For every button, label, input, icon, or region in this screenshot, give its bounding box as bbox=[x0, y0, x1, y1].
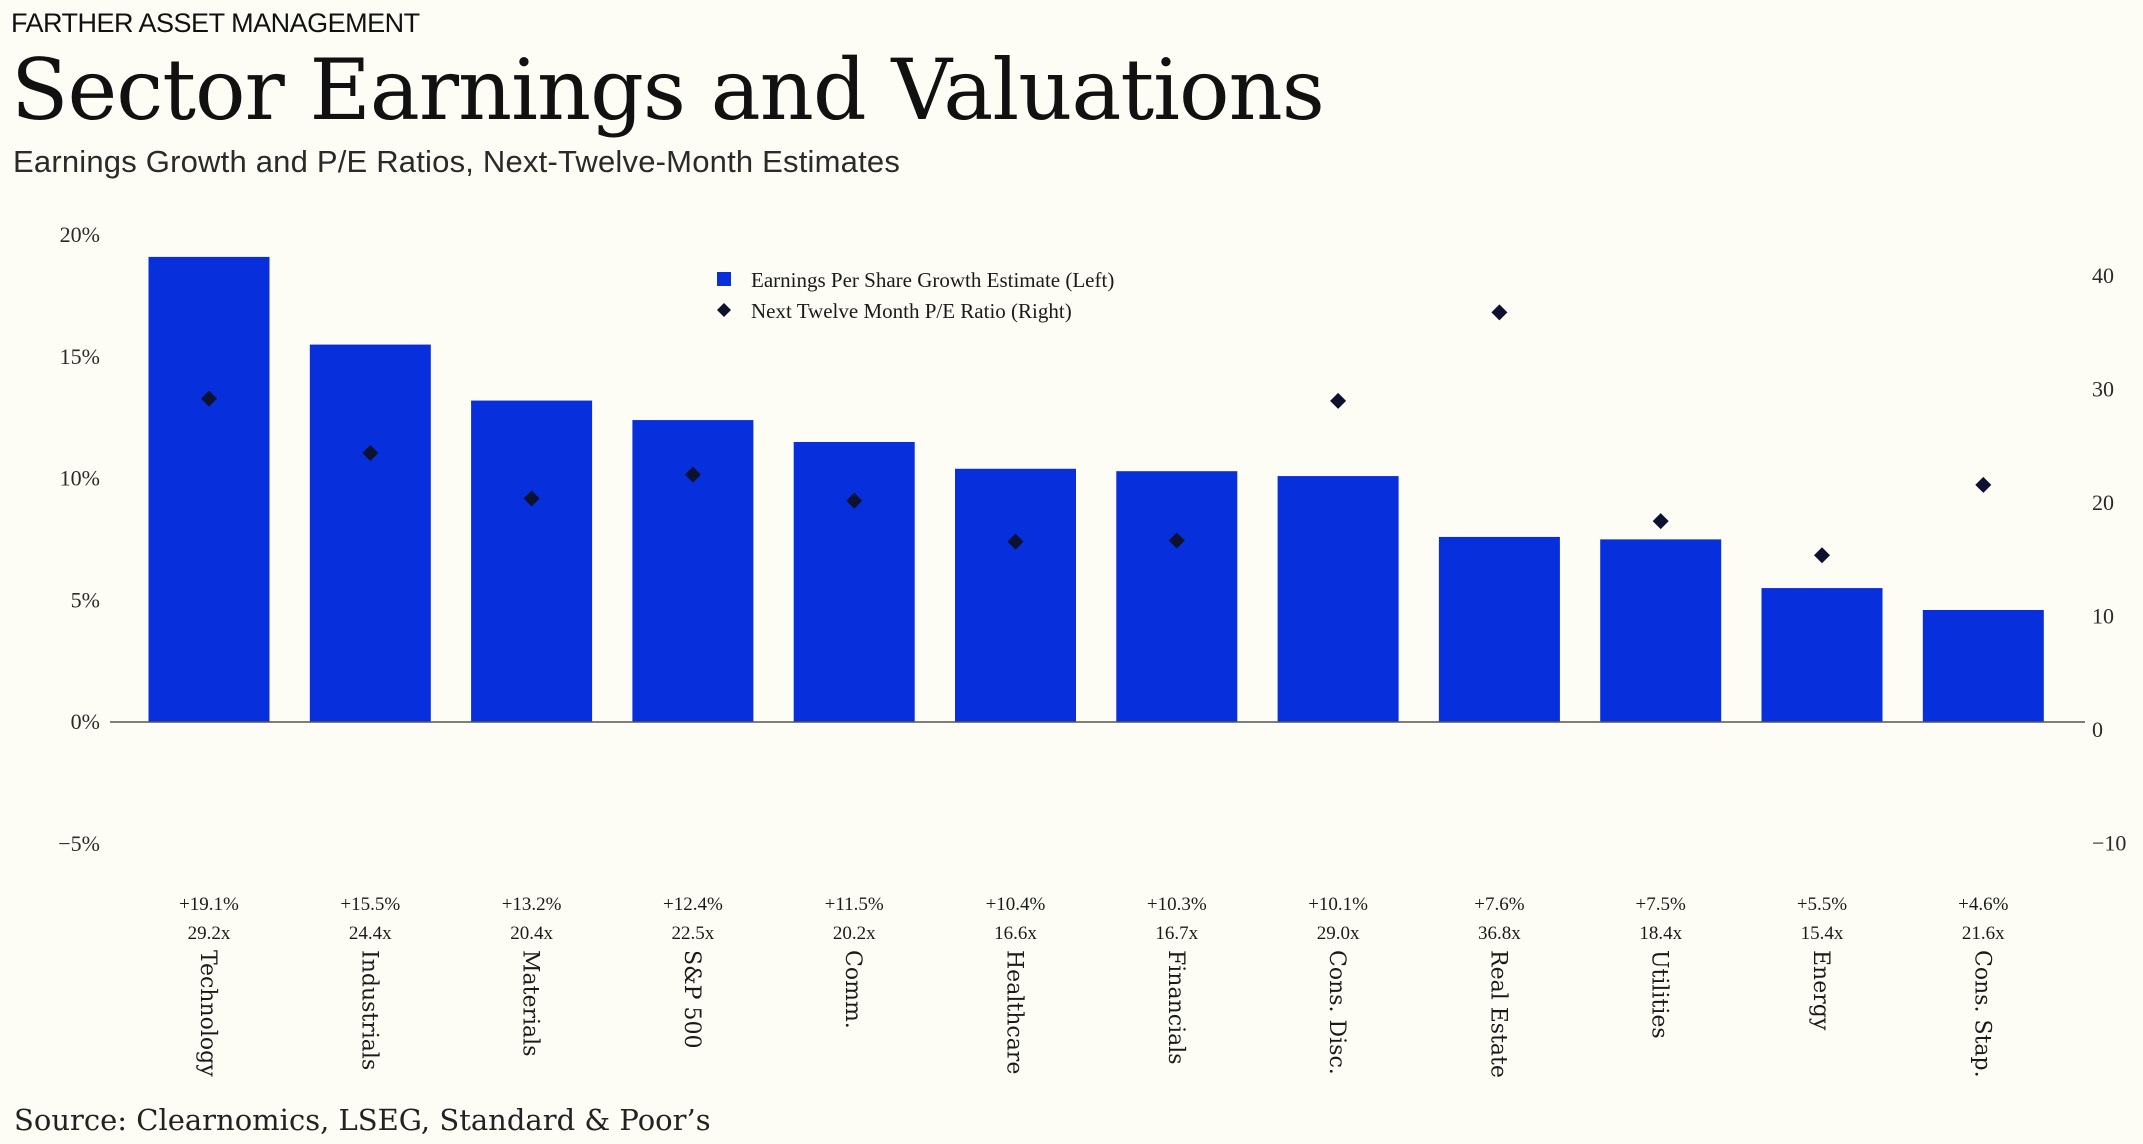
bar-eps-growth bbox=[632, 420, 754, 722]
pe-data-label: 15.4x bbox=[1801, 923, 1844, 944]
y-right-tick-label: 40 bbox=[2092, 263, 2114, 288]
growth-data-label: +7.6% bbox=[1474, 894, 1524, 915]
pe-data-label: 21.6x bbox=[1962, 923, 2005, 944]
bar-eps-growth bbox=[471, 400, 593, 722]
sector-chart: 20% 15% 10% 5% 0% −5% 40 30 20 10 0 −10 +19.1% 29.2x T… bbox=[58, 222, 2126, 1078]
growth-data-label: +10.3% bbox=[1147, 894, 1207, 915]
category-label: Energy bbox=[1808, 950, 1833, 1031]
pe-data-label: 16.6x bbox=[994, 923, 1037, 944]
pe-ratio-marker bbox=[1491, 304, 1508, 321]
legend-label-pe: Next Twelve Month P/E Ratio (Right) bbox=[751, 299, 1072, 323]
category-label: Financials bbox=[1163, 950, 1188, 1065]
bar-eps-growth bbox=[955, 468, 1076, 722]
bar-eps-growth bbox=[1761, 588, 1883, 722]
growth-data-label: +5.5% bbox=[1797, 894, 1847, 915]
category-label: Utilities bbox=[1647, 950, 1672, 1039]
pe-data-label: 22.5x bbox=[672, 923, 715, 944]
legend-swatch-marker bbox=[717, 303, 731, 317]
growth-data-label: +4.6% bbox=[1958, 894, 2008, 915]
pe-ratio-marker bbox=[1330, 392, 1347, 409]
category-label: Real Estate bbox=[1485, 950, 1510, 1078]
category-label: Technology bbox=[195, 950, 220, 1077]
pe-data-label: 36.8x bbox=[1478, 923, 1521, 944]
legend-swatch-bar bbox=[717, 272, 731, 286]
y-left-tick-label: 10% bbox=[60, 466, 100, 491]
growth-data-label: +15.5% bbox=[340, 894, 400, 915]
page-title: Sector Earnings and Valuations bbox=[11, 41, 1325, 139]
growth-data-label: +10.1% bbox=[1308, 894, 1368, 915]
bar-eps-growth bbox=[309, 344, 431, 722]
bar-eps-growth bbox=[148, 256, 270, 722]
bar-eps-growth bbox=[1600, 539, 1722, 722]
pe-data-label: 20.4x bbox=[510, 923, 553, 944]
pe-data-label: 16.7x bbox=[1155, 923, 1198, 944]
bar-eps-growth bbox=[1922, 609, 2044, 722]
pe-ratio-marker bbox=[523, 490, 540, 507]
pe-ratio-marker bbox=[201, 390, 217, 407]
pe-data-label: 20.2x bbox=[833, 923, 876, 944]
bar-eps-growth bbox=[1277, 476, 1399, 722]
category-label: Materials bbox=[518, 950, 543, 1057]
bar-eps-growth bbox=[1438, 536, 1560, 722]
page-subtitle: Earnings Growth and P/E Ratios, Next-Twe… bbox=[13, 144, 901, 179]
growth-data-label: +12.4% bbox=[663, 894, 723, 915]
y-right-tick-label: 10 bbox=[2092, 604, 2114, 629]
category-label: Industrials bbox=[356, 950, 381, 1070]
y-left-tick-label: 20% bbox=[60, 222, 100, 247]
pe-ratio-marker bbox=[1652, 513, 1669, 530]
category-label: S&P 500 bbox=[679, 950, 704, 1048]
y-left-tick-label: 0% bbox=[71, 709, 100, 734]
pe-ratio-marker bbox=[1168, 532, 1185, 549]
y-left-tick-label: 5% bbox=[71, 587, 100, 612]
growth-data-label: +10.4% bbox=[986, 894, 1046, 915]
pe-ratio-marker bbox=[1007, 533, 1024, 550]
brand-name: FARTHER ASSET MANAGEMENT bbox=[11, 8, 420, 38]
y-left-tick-label: −5% bbox=[58, 831, 100, 856]
growth-data-label: +11.5% bbox=[825, 894, 884, 915]
y-right-tick-label: 30 bbox=[2092, 377, 2114, 402]
pe-data-label: 24.4x bbox=[349, 923, 392, 944]
legend-label-eps: Earnings Per Share Growth Estimate (Left… bbox=[751, 268, 1114, 292]
y-left-tick-label: 15% bbox=[60, 344, 100, 369]
pe-data-label: 29.0x bbox=[1317, 923, 1360, 944]
y-right-tick-label: 20 bbox=[2092, 490, 2114, 515]
pe-ratio-marker bbox=[1814, 547, 1830, 564]
y-right-tick-label: 0 bbox=[2092, 717, 2103, 742]
category-label: Comm. bbox=[840, 950, 865, 1029]
pe-ratio-marker bbox=[684, 466, 701, 483]
growth-data-label: +19.1% bbox=[179, 894, 239, 915]
pe-ratio-marker bbox=[1975, 476, 1992, 493]
pe-data-label: 29.2x bbox=[188, 923, 231, 944]
category-label: Cons. Disc. bbox=[1324, 950, 1349, 1075]
y-right-tick-label: −10 bbox=[2092, 831, 2126, 856]
category-label: Healthcare bbox=[1002, 950, 1027, 1074]
source-note: Source: Clearnomics, LSEG, Standard & Po… bbox=[14, 1103, 711, 1137]
growth-data-label: +7.5% bbox=[1636, 894, 1686, 915]
pe-ratio-marker bbox=[846, 492, 863, 509]
pe-ratio-marker bbox=[362, 445, 379, 462]
category-label: Cons. Stap. bbox=[1969, 950, 1994, 1078]
bar-eps-growth bbox=[793, 441, 915, 722]
growth-data-label: +13.2% bbox=[502, 894, 562, 915]
pe-data-label: 18.4x bbox=[1639, 923, 1682, 944]
bar-eps-growth bbox=[1116, 471, 1238, 722]
